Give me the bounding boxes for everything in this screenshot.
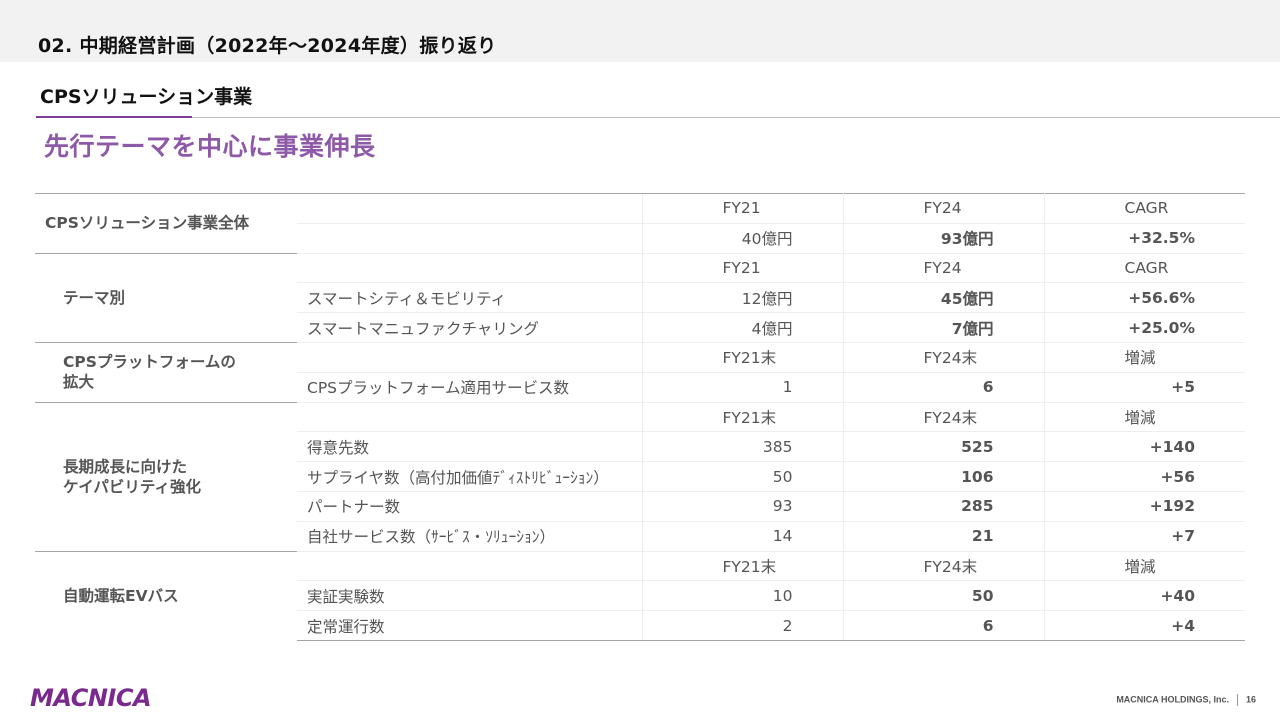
subsection-title: CPSソリューション事業 (40, 86, 253, 108)
table-row: パートナー数 93 285 +192 (35, 491, 1245, 522)
title-divider-accent (36, 116, 192, 118)
category-label-overall: CPSソリューション事業全体 (35, 193, 297, 254)
value-change: +56.6% (1044, 282, 1245, 314)
item-label: スマートマニュファクチャリング (297, 312, 642, 343)
category-label-capability: 長期成長に向けた ケイパビリティ強化 (35, 401, 297, 552)
value-change: +7 (1044, 521, 1245, 552)
title-divider (36, 117, 1280, 118)
value-fy21: 93 (641, 491, 844, 522)
item-label: 実証実験数 (297, 580, 642, 612)
value-fy24: 6 (843, 372, 1045, 403)
section-title: 02. 中期経営計画（2022年～2024年度）振り返り (38, 35, 497, 57)
value-fy24: 21 (843, 521, 1045, 552)
item-label: CPSプラットフォーム適用サービス数 (297, 372, 642, 403)
column-header: FY24 (843, 252, 1045, 284)
column-header: FY21末 (641, 401, 844, 433)
item-label: 自社サービス数（ｻｰﾋﾞｽ・ｿﾘｭｰｼｮﾝ） (297, 521, 642, 552)
table-row: 自社サービス数（ｻｰﾋﾞｽ・ｿﾘｭｰｼｮﾝ） 14 21 +7 (35, 521, 1245, 552)
value-fy24: 525 (843, 431, 1045, 463)
footer: MACNICA HOLDINGS, Inc. 16 (1116, 694, 1256, 706)
value-change: +140 (1044, 431, 1245, 463)
column-header: FY24末 (843, 401, 1045, 433)
category-label-platform: CPSプラットフォームの 拡大 (35, 341, 297, 403)
page-number: 16 (1245, 694, 1256, 705)
table-row: スマートシティ＆モビリティ 12億円 45億円 +56.6% (35, 282, 1245, 314)
kpi-table: CPSソリューション事業全体 FY21 FY24 CAGR 40億円 93億円 … (35, 193, 1245, 641)
column-header: 増減 (1044, 341, 1245, 373)
value-fy21: 385 (641, 431, 844, 463)
column-header: CAGR (1044, 252, 1245, 284)
column-header: FY21 (641, 193, 844, 224)
column-header: 増減 (1044, 401, 1245, 433)
column-header: FY21末 (641, 550, 844, 582)
value-change: +40 (1044, 580, 1245, 612)
item-label: スマートシティ＆モビリティ (297, 282, 642, 314)
value-change: +25.0% (1044, 312, 1245, 343)
value-fy24: 285 (843, 491, 1045, 522)
column-header: FY24末 (843, 341, 1045, 373)
category-label-ev-bus: 自動運転EVバス (35, 550, 297, 641)
header-band (0, 0, 1280, 62)
footer-separator (1236, 694, 1238, 706)
value-fy21: 50 (641, 461, 844, 492)
value-fy21: 40億円 (641, 223, 844, 254)
value-fy24: 6 (843, 610, 1045, 641)
value-change: +192 (1044, 491, 1245, 522)
table-row: テーマ別 FY21 FY24 CAGR (35, 252, 1245, 343)
column-header: FY24末 (843, 550, 1045, 582)
value-fy21: 4億円 (641, 312, 844, 343)
item-label: 定常運行数 (297, 610, 642, 641)
value-fy24: 50 (843, 580, 1045, 612)
value-fy21: 10 (641, 580, 844, 612)
table-row: 定常運行数 2 6 +4 (35, 610, 1245, 641)
table-row: 長期成長に向けた ケイパビリティ強化 FY21末 FY24末 増減 (35, 401, 1245, 552)
item-label: パートナー数 (297, 491, 642, 522)
table-row: 自動運転EVバス FY21末 FY24末 増減 (35, 550, 1245, 641)
value-fy21: 1 (641, 372, 844, 403)
table-row: CPSソリューション事業全体 FY21 FY24 CAGR (35, 193, 1245, 254)
table-row: 得意先数 385 525 +140 (35, 431, 1245, 463)
value-fy24: 7億円 (843, 312, 1045, 343)
column-header: FY21 (641, 252, 844, 284)
value-fy24: 45億円 (843, 282, 1045, 314)
footer-company: MACNICA HOLDINGS, Inc. (1116, 694, 1229, 705)
table-row: 実証実験数 10 50 +40 (35, 580, 1245, 612)
value-change: +5 (1044, 372, 1245, 403)
value-fy24: 93億円 (843, 223, 1045, 254)
value-fy21: 2 (641, 610, 844, 641)
column-header: 増減 (1044, 550, 1245, 582)
column-header: CAGR (1044, 193, 1245, 224)
table-row: CPSプラットフォーム適用サービス数 1 6 +5 (35, 372, 1245, 403)
item-label: 得意先数 (297, 431, 642, 463)
table-row: サプライヤ数（高付加価値ﾃﾞｨｽﾄﾘﾋﾞｭｰｼｮﾝ） 50 106 +56 (35, 461, 1245, 492)
value-fy24: 106 (843, 461, 1045, 492)
table-row: スマートマニュファクチャリング 4億円 7億円 +25.0% (35, 312, 1245, 343)
item-label: サプライヤ数（高付加価値ﾃﾞｨｽﾄﾘﾋﾞｭｰｼｮﾝ） (297, 461, 642, 492)
table-row: CPSプラットフォームの 拡大 FY21末 FY24末 増減 (35, 341, 1245, 403)
category-label-theme: テーマ別 (35, 252, 297, 343)
column-header: FY24 (843, 193, 1045, 224)
value-fy21: 14 (641, 521, 844, 552)
value-change: +56 (1044, 461, 1245, 492)
value-change: +32.5% (1044, 223, 1245, 254)
headline: 先行テーマを中心に事業伸長 (44, 132, 376, 161)
macnica-logo: MACNICA (30, 684, 152, 712)
value-fy21: 12億円 (641, 282, 844, 314)
column-header: FY21末 (641, 341, 844, 373)
value-change: +4 (1044, 610, 1245, 641)
